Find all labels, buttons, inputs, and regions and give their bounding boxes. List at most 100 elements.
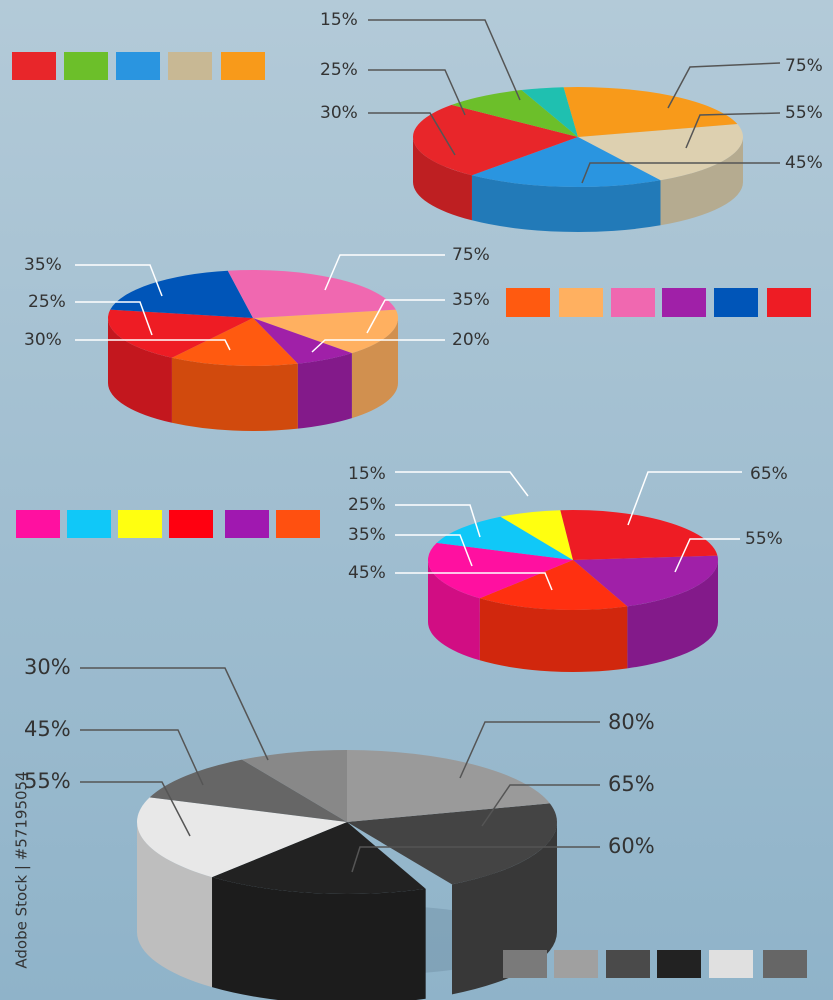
pie-slice [227, 270, 396, 318]
pie-slice [110, 270, 253, 318]
pie-label: 35% [24, 255, 62, 275]
pie-slice [471, 137, 661, 187]
leader [368, 69, 466, 116]
legends [12, 52, 811, 978]
pie-slice [137, 797, 347, 878]
leader [667, 62, 781, 109]
leader [75, 339, 231, 351]
leader [80, 781, 191, 837]
leader [351, 846, 600, 873]
legend-swatch [662, 288, 706, 317]
pie-label: 35% [452, 290, 490, 310]
legend-swatch [118, 510, 162, 538]
pie-slice [578, 124, 743, 181]
pie-label: 15% [348, 464, 386, 484]
pie-label: 80% [608, 710, 655, 734]
pie-label: 30% [24, 330, 62, 350]
pie-side [171, 357, 298, 432]
leader [395, 572, 553, 591]
pie-side [212, 877, 426, 1000]
pie-side [108, 318, 172, 423]
pie-side [351, 318, 399, 419]
legend-swatch [169, 510, 213, 538]
pie-slice [451, 90, 578, 137]
pie-label: 75% [785, 56, 823, 76]
leader [481, 784, 600, 827]
pie-label: 55% [785, 103, 823, 123]
leader [581, 162, 780, 184]
pie-slice [253, 318, 352, 364]
pie-label: 55% [24, 769, 71, 793]
pie-side [297, 353, 352, 429]
labels: 15% 25% 30% 75% 55% 45% 35% 25% 30% 75% … [13, 10, 823, 969]
pie-label: 15% [320, 10, 358, 30]
legend-swatch [503, 950, 547, 978]
leader [395, 471, 529, 497]
leader [311, 339, 445, 353]
pie-label: 65% [750, 464, 788, 484]
pie-label: 60% [608, 834, 655, 858]
leader [395, 534, 473, 567]
legend-swatch [64, 52, 108, 80]
pie-slice [413, 104, 578, 176]
pie-slice [560, 510, 718, 560]
leader [395, 504, 481, 538]
leader [366, 299, 445, 334]
pie-side [660, 137, 743, 226]
pie-label: 25% [348, 495, 386, 515]
pie-slice [212, 822, 426, 894]
pie-side [471, 175, 661, 233]
legend-swatch [12, 52, 56, 80]
pie-slice [573, 555, 719, 607]
pie-slice [500, 510, 573, 560]
legend-swatch [16, 510, 60, 538]
pie-slice [347, 750, 550, 822]
pie-slice [436, 516, 573, 560]
leader [674, 538, 740, 573]
legend-swatch [225, 510, 269, 538]
pie-label: 30% [320, 103, 358, 123]
pie-slice [108, 309, 253, 358]
pie-slice [563, 86, 738, 137]
pie-side [413, 137, 472, 221]
pie-label: 45% [24, 717, 71, 741]
pie-side [428, 560, 480, 661]
leader [80, 729, 204, 786]
legend-swatch [709, 950, 753, 978]
pie-slice [521, 87, 578, 137]
leader [75, 301, 153, 336]
pies [108, 86, 743, 1000]
pie-slice [171, 318, 298, 367]
legend-swatch [714, 288, 758, 317]
legend-swatch [611, 288, 655, 317]
pie-label: 35% [348, 525, 386, 545]
legend-swatch [657, 950, 701, 978]
leader [685, 112, 781, 149]
pie-label: 65% [608, 772, 655, 796]
legend-swatch [554, 950, 598, 978]
legend-swatch [168, 52, 212, 80]
watermark: Adobe Stock | #57195054 [13, 771, 31, 968]
pie-side [137, 822, 213, 988]
leader [368, 19, 521, 101]
pie-label: 45% [348, 563, 386, 583]
pie-label: 75% [452, 245, 490, 265]
pie-side [479, 598, 628, 672]
pie-slice [347, 803, 557, 885]
leader [627, 471, 742, 526]
pie-label: 30% [24, 655, 71, 679]
legend-swatch [559, 288, 603, 317]
leader [80, 667, 269, 761]
leader [75, 264, 163, 297]
legend-swatch [276, 510, 320, 538]
pie-slice [479, 560, 628, 610]
legend-swatch [67, 510, 111, 538]
pie-label: 20% [452, 330, 490, 350]
legend-swatch [116, 52, 160, 80]
pie-slice [242, 750, 347, 822]
legend-swatch [506, 288, 550, 317]
pie-side [627, 560, 718, 669]
legend-swatch [221, 52, 265, 80]
legend-swatch [767, 288, 811, 317]
